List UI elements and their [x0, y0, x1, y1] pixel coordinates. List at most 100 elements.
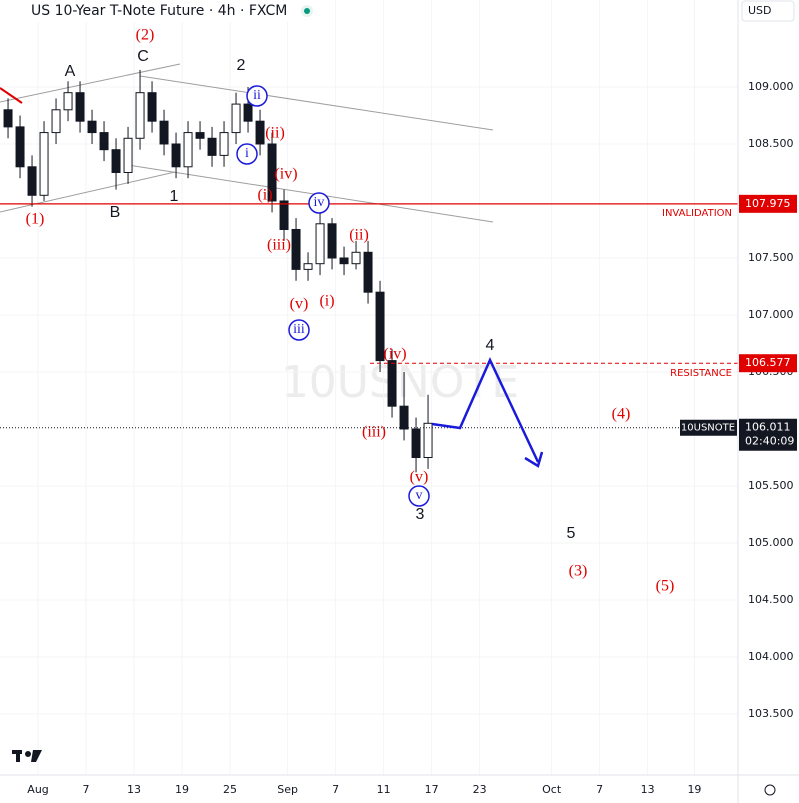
annotation: (1): [26, 211, 45, 228]
candle-body: [411, 428, 421, 458]
candle-body: [255, 120, 265, 145]
y-tick-label: 105.000: [748, 536, 794, 549]
annotation: C: [137, 48, 149, 65]
header-bg: [0, 0, 330, 22]
candle-body: [219, 132, 229, 156]
countdown: 02:40:09: [745, 435, 794, 448]
status-dot: [304, 8, 310, 14]
y-tick-label: 109.000: [748, 80, 794, 93]
wave-circle: [408, 485, 430, 507]
wave-circle: [236, 143, 258, 165]
x-tick-label: 23: [473, 783, 487, 796]
annotation: iv: [314, 195, 325, 210]
annotation: (ii): [265, 125, 285, 142]
candle-body: [243, 103, 253, 122]
annotation: (i): [257, 187, 272, 204]
annotation: i: [245, 146, 249, 161]
candle-body: [27, 166, 37, 196]
annotation: 3: [416, 506, 425, 523]
annotation: 4: [486, 337, 495, 354]
y-tick-label: 104.000: [748, 650, 794, 663]
level-name: RESISTANCE: [670, 368, 732, 379]
level-box: [739, 354, 797, 373]
level-name: INVALIDATION: [662, 208, 732, 219]
title: US 10-Year T-Note Future · 4h · FXCM: [31, 3, 287, 19]
annotation: (iii): [362, 424, 386, 441]
annotation: 1: [170, 188, 179, 205]
candle-body: [423, 422, 433, 458]
annotation: A: [65, 63, 76, 80]
candle-body: [363, 251, 373, 293]
annotation: (i): [319, 293, 334, 310]
x-tick-label: 19: [687, 783, 701, 796]
x-tick-label: 11: [377, 783, 391, 796]
watermark: 10USNOTE: [281, 357, 519, 408]
candle-body: [123, 137, 133, 173]
annotation: (2): [136, 27, 155, 44]
annotation: (v): [410, 469, 429, 486]
last-price-value: 106.011: [745, 421, 791, 434]
annotation: (iii): [267, 237, 291, 254]
annotation: 5: [567, 525, 576, 542]
symbol-label: 10USNOTE: [681, 423, 735, 434]
x-tick-label: 13: [641, 783, 655, 796]
candle-body: [291, 228, 301, 270]
candle-body: [39, 132, 49, 196]
candle-body: [327, 223, 337, 259]
candle-body: [147, 92, 157, 122]
settings-icon[interactable]: [764, 784, 776, 796]
x-tick-label: Oct: [542, 783, 562, 796]
candle-body: [303, 263, 313, 270]
candle-body: [231, 103, 241, 134]
candle-body: [399, 405, 409, 430]
annotation: (iv): [383, 346, 406, 363]
currency: USD: [748, 4, 772, 17]
x-tick-label: 7: [83, 783, 90, 796]
y-tick-label: 105.500: [748, 479, 794, 492]
candle-body: [207, 137, 217, 156]
y-tick-label: 108.500: [748, 137, 794, 150]
candle-body: [75, 92, 85, 122]
candle-body: [99, 132, 109, 151]
x-tick-label: 25: [223, 783, 237, 796]
annotation: v: [416, 488, 423, 503]
x-tick-label: 19: [175, 783, 189, 796]
x-tick-label: 7: [596, 783, 603, 796]
x-tick-label: 17: [425, 783, 439, 796]
annotation: 2: [237, 57, 246, 74]
candle-body: [87, 120, 97, 134]
level-box: [739, 194, 797, 213]
annotation: (ii): [349, 227, 369, 244]
candle-body: [183, 132, 193, 168]
candle-body: [63, 92, 73, 111]
annotation: (4): [612, 406, 631, 423]
projection: [431, 356, 540, 463]
logo: [12, 750, 42, 762]
annotation: (v): [290, 296, 309, 313]
wave-circle: [308, 192, 330, 214]
level-value: 107.975: [745, 197, 791, 210]
x-tick-label: 13: [127, 783, 141, 796]
candle-body: [267, 143, 277, 202]
candle-body: [51, 109, 61, 134]
last-price-box: [739, 418, 797, 451]
candle-body: [279, 200, 289, 230]
candle-body: [3, 109, 13, 128]
candle-body: [15, 126, 25, 168]
y-tick-label: 107.000: [748, 308, 794, 321]
channels: [0, 63, 494, 223]
wave-circle: [246, 85, 268, 107]
candle-body: [111, 149, 121, 173]
red-segment: [0, 87, 23, 104]
candle-body: [195, 132, 205, 139]
x-tick-label: Sep: [277, 783, 298, 796]
symbol-box: [680, 419, 737, 436]
annotations: (2) A C 2 B 1 (1) ii i (ii) (iv) (i) iv …: [26, 27, 675, 595]
candle-body: [375, 291, 385, 362]
annotation: (iv): [274, 166, 297, 183]
projection-arrow: [524, 451, 544, 468]
candle-body: [315, 223, 325, 265]
candle-body: [159, 120, 169, 145]
y-tick-label: 107.500: [748, 251, 794, 264]
